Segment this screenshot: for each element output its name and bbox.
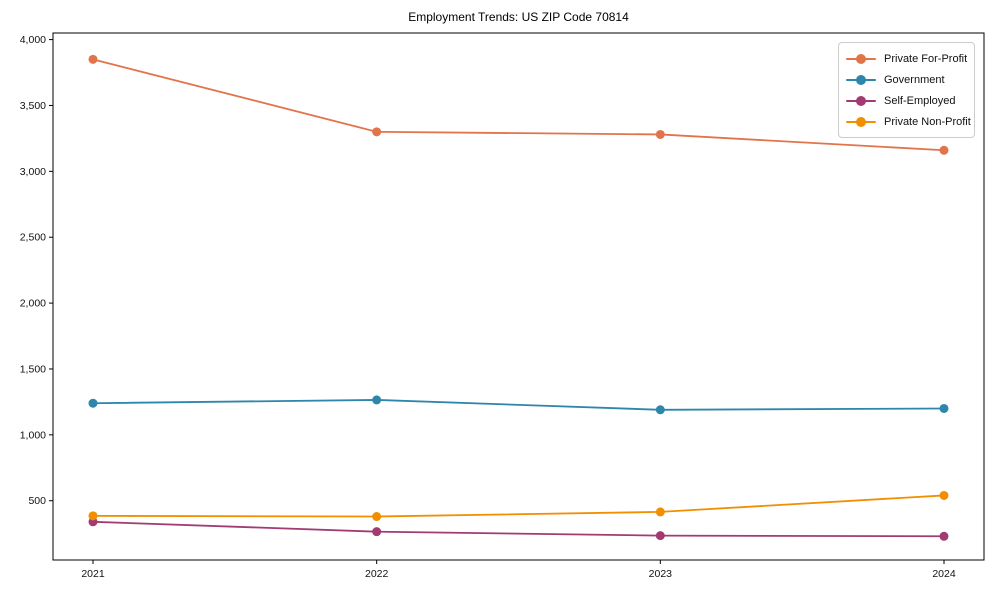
- legend-item-private-non-profit: Private Non-Profit: [846, 111, 971, 132]
- legend-dot-icon: [856, 95, 866, 106]
- legend-label: Government: [884, 73, 945, 86]
- chart-title: Employment Trends: US ZIP Code 70814: [408, 10, 629, 24]
- x-tick-label: 2022: [365, 568, 389, 580]
- data-point-private-for-profit: [88, 54, 98, 64]
- data-point-self-employed: [939, 531, 949, 541]
- legend-dot-icon: [856, 74, 866, 85]
- legend-item-government: Government: [846, 69, 967, 90]
- y-tick-label: 2,500: [20, 232, 46, 244]
- series-line-self-employed: [92, 520, 945, 538]
- legend-label: Private Non-Profit: [884, 115, 971, 128]
- x-tick-label: 2021: [81, 568, 105, 580]
- series-line-private-for-profit: [92, 58, 945, 152]
- series-line-government: [92, 399, 945, 411]
- data-point-private-for-profit: [939, 145, 949, 155]
- data-point-government: [939, 403, 949, 413]
- legend-label: Self-Employed: [884, 94, 956, 107]
- legend-marker-icon: [846, 116, 876, 127]
- y-tick-label: 1,000: [20, 429, 46, 441]
- legend-marker-icon: [846, 95, 876, 106]
- data-point-self-employed: [372, 527, 382, 537]
- data-point-government: [372, 395, 382, 405]
- data-point-private-for-profit: [655, 129, 665, 139]
- y-tick-label: 2,000: [20, 298, 46, 310]
- y-tick-label: 3,000: [20, 166, 46, 178]
- data-point-government: [655, 405, 665, 415]
- legend-dot-icon: [856, 116, 866, 127]
- data-point-private-non-profit: [372, 512, 382, 522]
- data-point-private-non-profit: [939, 490, 949, 500]
- y-tick-label: 4,000: [20, 34, 46, 46]
- y-tick-label: 1,500: [20, 363, 46, 375]
- y-tick-label: 3,500: [20, 100, 46, 112]
- legend: Private For-Profit Government Self-Employe…: [838, 42, 975, 138]
- legend-item-self-employed: Self-Employed: [846, 90, 967, 111]
- x-tick-label: 2024: [932, 568, 956, 580]
- legend-label: Private For-Profit: [884, 52, 968, 65]
- legend-marker-icon: [846, 74, 876, 85]
- data-point-private-non-profit: [88, 511, 98, 521]
- series-line-private-non-profit: [92, 494, 945, 518]
- data-point-private-for-profit: [372, 127, 382, 137]
- plot-border: [52, 32, 985, 561]
- data-point-self-employed: [655, 531, 665, 541]
- data-point-government: [88, 398, 98, 408]
- legend-item-private-for-profit: Private For-Profit: [846, 48, 967, 69]
- legend-marker-icon: [846, 53, 876, 64]
- x-tick-label: 2023: [649, 568, 673, 580]
- legend-dot-icon: [856, 53, 866, 64]
- y-tick-label: 500: [28, 495, 46, 507]
- data-point-private-non-profit: [655, 507, 665, 517]
